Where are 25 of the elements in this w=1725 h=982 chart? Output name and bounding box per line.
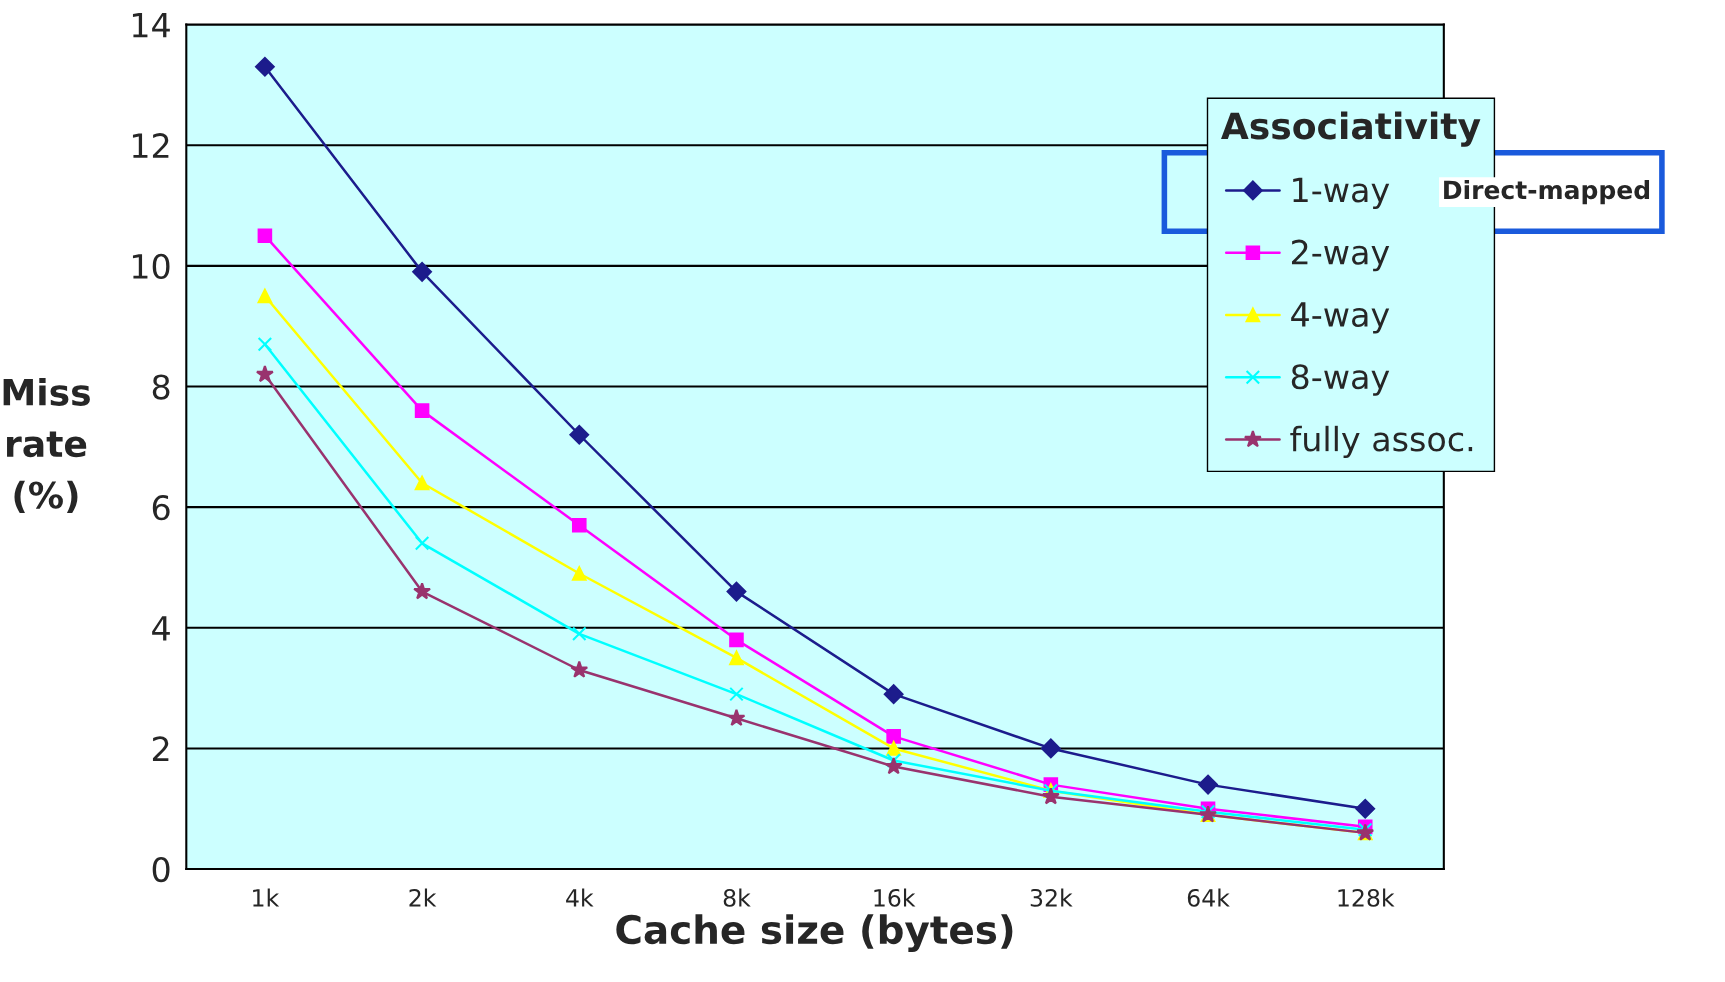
y-tick-label: 14 — [132, 12, 170, 38]
legend-label: 8-way — [1291, 364, 1390, 396]
y-tick-label: 0 — [152, 856, 170, 883]
x-tick-label: 4k — [566, 888, 594, 907]
x-tick-label: 128k — [1338, 888, 1395, 907]
y-axis-title: Miss rate (%) — [3, 377, 90, 513]
legend-title: Associativity — [1221, 111, 1481, 147]
x-axis-title: Cache size (bytes) — [616, 914, 1013, 953]
legend-label: 2-way — [1291, 239, 1390, 272]
x-tick-label: 8k — [723, 888, 751, 907]
y-tick-label: 4 — [152, 616, 170, 641]
legend-label: 4-way — [1291, 302, 1390, 334]
x-tick-label: 32k — [1030, 888, 1073, 907]
legend-label: 1-way — [1293, 177, 1390, 210]
legend-label: fully assoc. — [1290, 425, 1473, 459]
y-tick-label: 2 — [152, 736, 169, 762]
y-tick-label: 6 — [152, 495, 170, 521]
x-tick-label: 1k — [253, 888, 280, 907]
x-tick-label: 16k — [874, 888, 916, 907]
x-tick-label: 64k — [1187, 888, 1230, 907]
text: Direct-mapped — [1444, 179, 1650, 205]
x-tick-label: 2k — [409, 888, 437, 907]
y-tick-label: 8 — [152, 374, 170, 400]
y-tick-label: 12 — [132, 133, 169, 158]
y-tick-label: 10 — [132, 253, 170, 279]
